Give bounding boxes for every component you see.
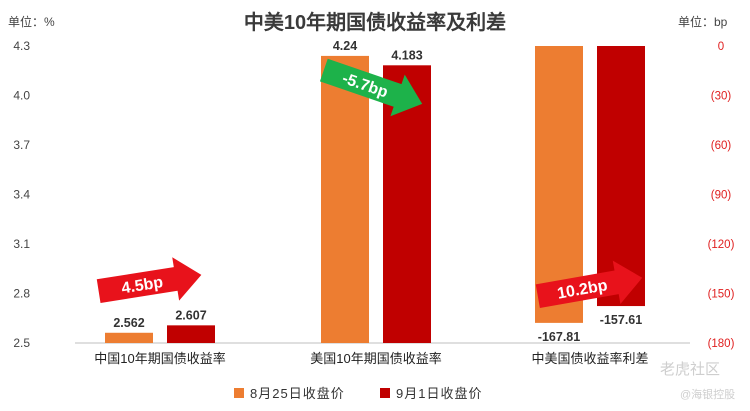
legend-label-0: 8月25日收盘价 bbox=[250, 386, 345, 401]
legend-label-1: 9月1日收盘价 bbox=[396, 386, 482, 401]
category-label: 中美国债收益率利差 bbox=[531, 351, 648, 366]
bar-series-1-cat-1 bbox=[383, 65, 431, 344]
left-tick-label: 2.8 bbox=[13, 287, 30, 301]
data-label: 4.24 bbox=[333, 39, 357, 53]
right-tick-label: (150) bbox=[708, 289, 735, 301]
legend-swatch-0 bbox=[234, 388, 244, 398]
left-tick-label: 4.3 bbox=[13, 39, 30, 53]
left-tick-label: 3.7 bbox=[13, 138, 30, 152]
bar-series-0-cat-0 bbox=[105, 332, 153, 343]
data-label: -157.61 bbox=[600, 313, 642, 327]
chart-title: 中美10年期国债收益率及利差 bbox=[244, 10, 506, 34]
arrow-shape bbox=[535, 260, 643, 309]
bar-series-1-cat-0 bbox=[167, 325, 215, 343]
legend: 8月25日收盘价 9月1日收盘价 bbox=[234, 386, 482, 401]
left-tick-label: 3.4 bbox=[13, 188, 30, 202]
data-label: 2.562 bbox=[113, 316, 144, 330]
bar-series-0-cat-1 bbox=[321, 55, 369, 344]
axes: 2.5 2.8 3.1 3.4 3.7 4.0 4.3 0 (30) (60) (90) (120) (… bbox=[13, 39, 734, 366]
watermark-handle: @海银控股 bbox=[680, 387, 735, 401]
left-tick-label: 2.5 bbox=[13, 336, 30, 350]
annotation-text: 4.5bp bbox=[120, 274, 164, 297]
right-tick-label: (60) bbox=[711, 140, 732, 152]
bar-series-1-cat-2 bbox=[597, 46, 645, 307]
legend-swatch-1 bbox=[380, 388, 390, 398]
category-label: 美国10年期国债收益率 bbox=[310, 351, 441, 366]
annotation-arrow-2: 10.2bp bbox=[535, 260, 643, 309]
data-label: 2.607 bbox=[175, 308, 206, 322]
category-label: 中国10年期国债收益率 bbox=[94, 351, 225, 366]
left-tick-label: 4.0 bbox=[13, 89, 30, 103]
right-tick-label: 0 bbox=[718, 41, 724, 53]
right-tick-label: (120) bbox=[708, 239, 735, 251]
bar-series-0-cat-2 bbox=[535, 46, 583, 323]
data-labels: 2.562 4.24 -167.81 2.607 4.183 -157.61 bbox=[113, 39, 642, 344]
left-axis-unit: 单位：% bbox=[8, 14, 55, 29]
bars bbox=[105, 46, 645, 344]
data-label: 4.183 bbox=[391, 48, 422, 62]
right-tick-label: (30) bbox=[711, 91, 732, 103]
arrow-shape bbox=[96, 257, 202, 303]
data-label: -167.81 bbox=[538, 330, 580, 344]
right-axis-unit: 单位：bp bbox=[678, 14, 728, 29]
right-tick-label: (90) bbox=[711, 190, 732, 202]
annotation-arrow-0: 4.5bp bbox=[96, 257, 202, 303]
watermark: 老虎社区 @海银控股 bbox=[660, 361, 735, 401]
left-tick-label: 3.1 bbox=[13, 237, 30, 251]
arrow-shape bbox=[319, 58, 423, 117]
right-tick-label: (180) bbox=[708, 338, 735, 350]
watermark-brand: 老虎社区 bbox=[660, 361, 720, 378]
